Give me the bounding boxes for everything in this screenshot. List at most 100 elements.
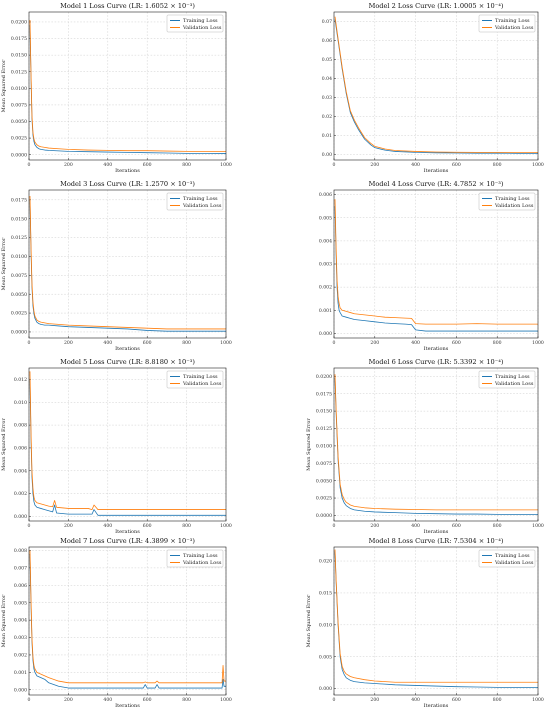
legend-box <box>166 192 224 211</box>
plot-frame <box>28 189 227 339</box>
x-axis-label: Iterations <box>115 168 140 174</box>
series-line-validation <box>29 550 226 684</box>
legend-label: Training Loss <box>183 18 218 24</box>
y-tick-label: 0.005 <box>14 600 27 606</box>
series-line-training <box>334 206 538 332</box>
x-axis-label: Iterations <box>115 703 140 709</box>
series-line-validation <box>29 196 226 330</box>
y-tick-label: 0.0050 <box>11 292 27 298</box>
x-axis-label: Iterations <box>115 529 140 535</box>
chart-panel-8: Model 8 Loss Curve (LR: 7.5304 × 10⁻⁴) 0.… <box>306 537 544 709</box>
y-tick-label: 0.02 <box>322 114 332 120</box>
x-tick-label: 1000 <box>220 162 232 168</box>
series-line-training <box>334 377 538 515</box>
x-tick-label: 0 <box>28 340 31 346</box>
y-tick-label: 0.0125 <box>316 426 332 432</box>
y-tick-label: 0.012 <box>14 377 27 383</box>
y-tick-label: 0.004 <box>14 618 27 624</box>
legend-box <box>478 192 536 211</box>
series-line-training <box>334 19 538 154</box>
chart-panel-3: Model 3 Loss Curve (LR: 1.2570 × 10⁻³) 0.… <box>1 180 232 352</box>
x-tick-label: 400 <box>411 697 420 703</box>
y-tick-label: 0.004 <box>14 468 27 474</box>
chart-title: Model 6 Loss Curve (LR: 5.3392 × 10⁻⁴) <box>369 358 504 366</box>
y-tick-label: 0.0175 <box>316 391 332 397</box>
legend-label: Training Loss <box>183 196 218 202</box>
y-tick-label: 0.006 <box>14 446 27 452</box>
plot-frame <box>333 546 539 696</box>
x-tick-label: 600 <box>143 523 152 529</box>
x-axis-label: Iterations <box>424 168 449 174</box>
x-tick-label: 200 <box>64 697 73 703</box>
y-tick-label: 0.0125 <box>11 235 27 241</box>
y-tick-label: 0.01 <box>322 133 332 139</box>
x-tick-label: 600 <box>143 162 152 168</box>
plot-frame <box>28 546 227 696</box>
chart-title: Model 2 Loss Curve (LR: 1.0005 × 10⁻⁴) <box>369 2 504 10</box>
y-tick-label: 0.003 <box>14 635 27 641</box>
chart-panel-7: Model 7 Loss Curve (LR: 4.3899 × 10⁻³) 0.… <box>1 537 232 709</box>
plot-frame <box>28 11 227 161</box>
y-tick-label: 0.0100 <box>11 254 27 260</box>
x-axis-label: Iterations <box>424 346 449 352</box>
plot-frame <box>333 189 539 339</box>
x-tick-label: 0 <box>28 162 31 168</box>
y-tick-label: 0.0150 <box>316 409 332 415</box>
legend-box <box>478 549 536 568</box>
y-tick-label: 0.005 <box>319 215 332 221</box>
y-tick-label: 0.008 <box>14 423 27 429</box>
legend-label: Training Loss <box>183 374 218 380</box>
x-tick-label: 0 <box>28 523 31 529</box>
y-tick-label: 0.006 <box>14 583 27 589</box>
chart-panel-2: Model 2 Loss Curve (LR: 1.0005 × 10⁻⁴) 0.… <box>322 2 544 174</box>
x-tick-label: 1000 <box>532 340 544 346</box>
chart-title: Model 7 Loss Curve (LR: 4.3899 × 10⁻³) <box>60 537 195 545</box>
y-tick-label: 0.000 <box>319 331 332 337</box>
chart-title: Model 5 Loss Curve (LR: 8.8180 × 10⁻³) <box>60 358 195 366</box>
y-tick-label: 0.000 <box>319 686 332 692</box>
x-tick-label: 400 <box>103 162 112 168</box>
x-axis-label: Iterations <box>424 703 449 709</box>
y-tick-label: 0.0075 <box>11 103 27 109</box>
legend-box <box>478 14 536 33</box>
x-tick-label: 400 <box>411 162 420 168</box>
y-tick-label: 0.003 <box>319 262 332 268</box>
series-line-training <box>29 199 226 332</box>
x-tick-label: 800 <box>493 340 502 346</box>
y-axis-label: Mean Squared Error <box>1 594 7 647</box>
x-tick-label: 600 <box>452 340 461 346</box>
y-tick-label: 0.002 <box>319 285 332 291</box>
y-tick-label: 0.010 <box>14 400 27 406</box>
y-tick-label: 0.020 <box>319 559 332 565</box>
x-tick-label: 800 <box>493 162 502 168</box>
chart-panel-4: Model 4 Loss Curve (LR: 4.7852 × 10⁻³) 0.… <box>319 180 544 352</box>
legend-label: Validation Loss <box>182 203 222 209</box>
y-tick-label: 0.0100 <box>316 443 332 449</box>
series-line-validation <box>334 549 538 683</box>
y-tick-label: 0.0025 <box>316 496 332 502</box>
y-tick-label: 0.001 <box>319 308 332 314</box>
chart-panel-1: Model 1 Loss Curve (LR: 1.6052 × 10⁻³) 0.… <box>1 2 232 174</box>
x-tick-label: 1000 <box>220 340 232 346</box>
legend-label: Training Loss <box>495 374 530 380</box>
y-tick-label: 0.0150 <box>11 53 27 59</box>
legend-box <box>166 370 224 389</box>
x-tick-label: 400 <box>103 523 112 529</box>
series-line-training <box>29 553 226 689</box>
series-line-training <box>29 25 227 154</box>
x-tick-label: 800 <box>182 162 191 168</box>
x-tick-label: 200 <box>370 340 379 346</box>
y-axis-label: Mean Squared Error <box>306 418 312 471</box>
x-tick-label: 400 <box>411 523 420 529</box>
y-tick-label: 0.006 <box>319 192 332 198</box>
x-tick-label: 800 <box>493 697 502 703</box>
series-line-training <box>334 551 538 688</box>
legend-label: Validation Loss <box>494 25 534 31</box>
x-tick-label: 400 <box>103 697 112 703</box>
y-tick-label: 0.0025 <box>11 311 27 317</box>
x-tick-label: 200 <box>370 162 379 168</box>
x-tick-label: 0 <box>333 162 336 168</box>
legend-label: Validation Loss <box>182 381 222 387</box>
y-tick-label: 0.0150 <box>11 216 27 222</box>
